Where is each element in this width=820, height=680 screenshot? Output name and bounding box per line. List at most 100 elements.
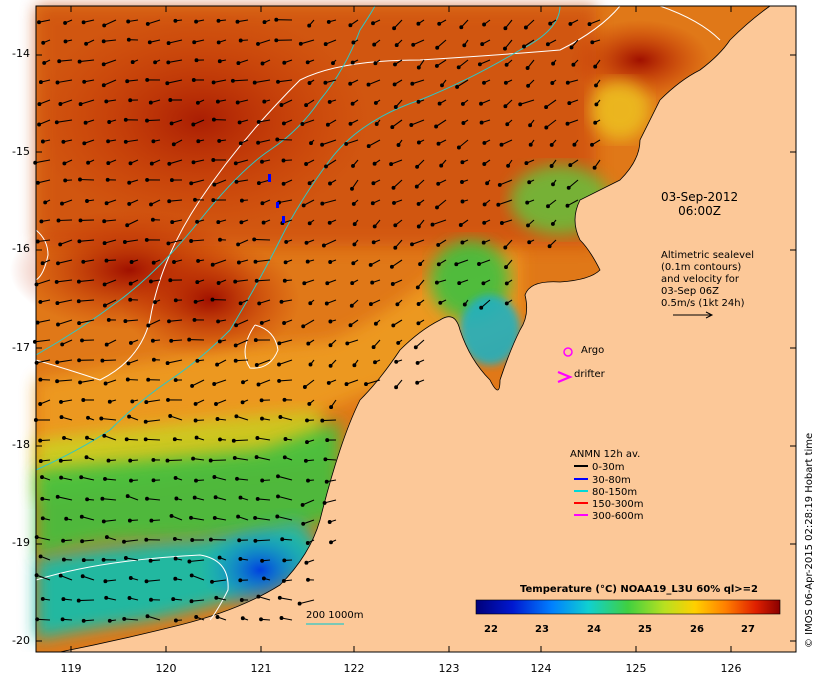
- velocity-arrow-head: [344, 141, 349, 146]
- velocity-arrow-head: [257, 301, 262, 306]
- velocity-arrow-head: [504, 265, 508, 270]
- velocity-arrow-head: [260, 61, 265, 66]
- velocity-arrow-head: [35, 320, 40, 325]
- velocity-arrow-head: [166, 241, 171, 246]
- velocity-arrow: [214, 476, 227, 481]
- velocity-arrow-head: [372, 42, 377, 47]
- ytick-label: -17: [12, 341, 30, 354]
- velocity-arrow: [35, 159, 51, 164]
- velocity-arrow-head: [327, 99, 332, 104]
- anmn-legend-item: 80-150m: [574, 487, 637, 498]
- legend-label: 300-600m: [592, 511, 644, 522]
- velocity-arrow-head: [101, 519, 106, 524]
- velocity-arrow-head: [233, 161, 238, 166]
- velocity-arrow-head: [434, 63, 439, 68]
- velocity-arrow-head: [283, 437, 288, 441]
- velocity-arrow-head: [307, 23, 312, 28]
- velocity-arrow-head: [173, 556, 178, 561]
- velocity-arrow: [277, 515, 293, 521]
- velocity-arrow: [300, 39, 315, 45]
- velocity-arrow-head: [324, 164, 328, 169]
- velocity-arrow-head: [392, 26, 397, 31]
- velocity-arrow-head: [233, 358, 238, 363]
- velocity-arrow-head: [149, 518, 154, 523]
- velocity-arrow-head: [231, 438, 236, 443]
- velocity-arrow-head: [331, 61, 335, 66]
- velocity-arrow-head: [348, 23, 353, 28]
- velocity-arrow-head: [38, 299, 43, 304]
- velocity-arrow-head: [435, 45, 440, 50]
- velocity-arrow: [278, 199, 293, 204]
- velocity-arrow-head: [234, 179, 239, 184]
- velocity-arrow-head: [587, 22, 592, 27]
- velocity-arrow: [169, 199, 183, 202]
- xtick-label: 120: [155, 662, 177, 675]
- velocity-arrow-head: [395, 302, 400, 307]
- velocity-arrow-head: [55, 301, 60, 306]
- velocity-arrow-head: [212, 515, 217, 520]
- xtick-label: 125: [625, 662, 647, 675]
- velocity-arrow-head: [373, 61, 378, 66]
- velocity-arrow-head: [216, 281, 221, 285]
- velocity-arrow-head: [374, 122, 379, 126]
- velocity-arrow: [60, 239, 73, 245]
- velocity-arrow-head: [187, 337, 192, 342]
- velocity-arrow-head: [238, 578, 243, 583]
- velocity-arrow: [299, 599, 315, 605]
- velocity-arrow-head: [306, 577, 310, 582]
- velocity-arrow: [80, 379, 95, 383]
- velocity-arrow-head: [320, 142, 325, 147]
- velocity-arrow: [168, 39, 183, 44]
- velocity-arrow-head: [565, 80, 570, 85]
- velocity-arrow-head: [392, 82, 397, 87]
- velocity-arrow-head: [460, 199, 465, 204]
- velocity-arrow: [124, 239, 139, 243]
- velocity-arrow-head: [104, 342, 109, 347]
- velocity-arrow-head: [371, 345, 376, 350]
- velocity-arrow-head: [371, 181, 376, 186]
- velocity-arrow-head: [145, 21, 150, 26]
- altimetry-line: Altimetric sealevel: [661, 250, 754, 261]
- velocity-arrow: [478, 259, 491, 265]
- velocity-arrow: [214, 179, 227, 186]
- velocity-arrow-head: [193, 418, 198, 423]
- velocity-arrow-head: [218, 437, 222, 442]
- velocity-arrow-head: [216, 220, 221, 225]
- velocity-arrow-head: [236, 260, 241, 265]
- velocity-arrow-head: [277, 378, 282, 383]
- ytick-label: -20: [12, 634, 30, 647]
- velocity-arrow-head: [409, 123, 414, 127]
- velocity-arrow-head: [352, 363, 357, 368]
- velocity-arrow-head: [171, 142, 176, 147]
- velocity-arrow-head: [253, 259, 258, 264]
- ytick-label: -16: [12, 242, 30, 255]
- velocity-arrow-head: [210, 579, 214, 584]
- xtick-label: 119: [60, 662, 82, 675]
- velocity-arrow-head: [102, 219, 107, 224]
- velocity-arrow-head: [304, 162, 309, 166]
- velocity-arrow-head: [350, 186, 354, 191]
- velocity-arrow-head: [416, 321, 421, 326]
- velocity-arrow-head: [416, 302, 421, 306]
- velocity-arrow-head: [565, 203, 570, 208]
- velocity-arrow-head: [253, 538, 258, 543]
- velocity-arrow: [167, 459, 183, 462]
- velocity-arrow-head: [78, 380, 83, 385]
- velocity-arrow-head: [60, 617, 65, 622]
- velocity-arrow-head: [195, 100, 200, 105]
- velocity-arrow-head: [459, 25, 464, 30]
- velocity-arrow-head: [79, 475, 84, 480]
- velocity-arrow-head: [436, 181, 441, 186]
- credit-text: © IMOS 06-Apr-2015 02:28:19 Hobart time: [804, 432, 815, 648]
- altimetry-line: (0.1m contours): [661, 262, 742, 273]
- date-line: 03-Sep-2012: [661, 190, 739, 204]
- velocity-arrow: [257, 139, 271, 144]
- velocity-arrow-head: [127, 518, 132, 523]
- velocity-arrow: [37, 618, 51, 621]
- velocity-arrow-head: [211, 158, 216, 162]
- anmn-legend-title: ANMN 12h av.: [570, 449, 641, 460]
- velocity-arrow-head: [126, 19, 131, 24]
- velocity-arrow-head: [329, 540, 333, 545]
- velocity-arrow: [322, 199, 337, 205]
- velocity-arrow-head: [100, 358, 105, 363]
